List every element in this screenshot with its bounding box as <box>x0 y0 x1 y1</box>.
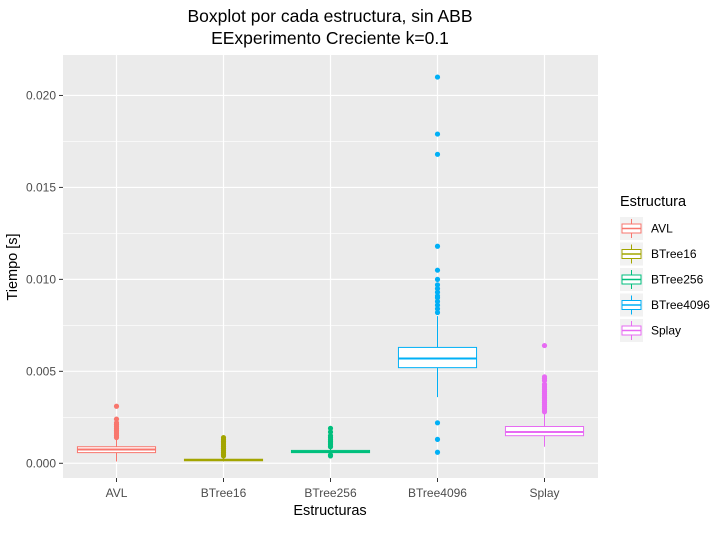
legend-label: AVL <box>651 222 673 236</box>
outlier-point <box>434 267 441 273</box>
outlier-point <box>434 131 441 137</box>
box-group-Splay <box>504 342 585 447</box>
x-tick-label: AVL <box>106 486 128 500</box>
legend: Estructura AVL BTree16 BTree256 BTree4096 Sp… <box>620 194 710 342</box>
legend-label: BTree256 <box>651 273 704 287</box>
outlier-point <box>434 243 441 249</box>
outlier-point <box>434 302 441 308</box>
outlier-point <box>434 282 441 288</box>
x-tick-label: BTree4096 <box>408 486 467 500</box>
outlier-point <box>113 420 120 426</box>
legend-label: BTree16 <box>651 247 697 261</box>
chart-subtitle: EExperimento Creciente k=0.1 <box>211 28 449 48</box>
legend-label: BTree4096 <box>651 298 710 312</box>
x-axis: AVL BTree16 BTree256 BTree4096 Splay <box>106 478 560 500</box>
outlier-point <box>434 293 441 299</box>
outlier-point <box>434 285 441 292</box>
legend-item-Splay: Splay <box>620 319 681 342</box>
outlier-point <box>220 434 227 441</box>
x-tick-label: BTree256 <box>304 486 357 500</box>
chart-title: Boxplot por cada estructura, sin ABB <box>187 6 472 26</box>
legend-item-BTree16: BTree16 <box>620 242 697 266</box>
outlier-point <box>541 381 548 387</box>
x-tick-label: BTree16 <box>201 486 247 500</box>
outlier-point <box>327 429 334 435</box>
x-tick-label: Splay <box>529 486 559 500</box>
outlier-point <box>113 416 120 422</box>
outlier-point <box>434 289 441 295</box>
legend-item-AVL: AVL <box>620 217 673 240</box>
outlier-point <box>434 306 441 312</box>
outlier-point <box>327 433 334 439</box>
outlier-point <box>434 276 441 282</box>
legend-label: Splay <box>651 324 681 338</box>
y-axis: 0.000 0.005 0.010 0.015 0.020 <box>26 88 63 470</box>
x-axis-title: Estructuras <box>293 503 366 519</box>
outlier-point <box>434 298 441 305</box>
outlier-point <box>434 151 441 157</box>
y-tick-label: 0.020 <box>26 88 56 102</box>
outlier-point <box>327 452 334 458</box>
y-tick-label: 0.015 <box>26 180 56 194</box>
outlier-point <box>434 449 441 455</box>
box-group-BTree16 <box>183 434 264 462</box>
outlier-point <box>434 309 441 316</box>
legend-item-BTree256: BTree256 <box>620 268 704 291</box>
outlier-point <box>113 403 120 409</box>
y-axis-title: Tiempo [s] <box>5 233 21 300</box>
y-tick-label: 0.000 <box>26 456 56 470</box>
box-group-AVL <box>76 403 157 462</box>
box-group-BTree4096 <box>397 74 478 455</box>
y-tick-label: 0.010 <box>26 272 56 286</box>
legend-title: Estructura <box>620 194 687 210</box>
outlier-point <box>541 374 548 380</box>
y-tick-label: 0.005 <box>26 364 56 378</box>
plot-panel <box>63 55 598 478</box>
outlier-point <box>327 425 334 431</box>
outlier-point <box>434 420 441 426</box>
outlier-point <box>541 342 548 349</box>
outlier-point <box>434 436 441 442</box>
outlier-point <box>434 74 441 80</box>
box-group-BTree256 <box>290 425 371 459</box>
legend-item-BTree4096: BTree4096 <box>620 293 710 317</box>
